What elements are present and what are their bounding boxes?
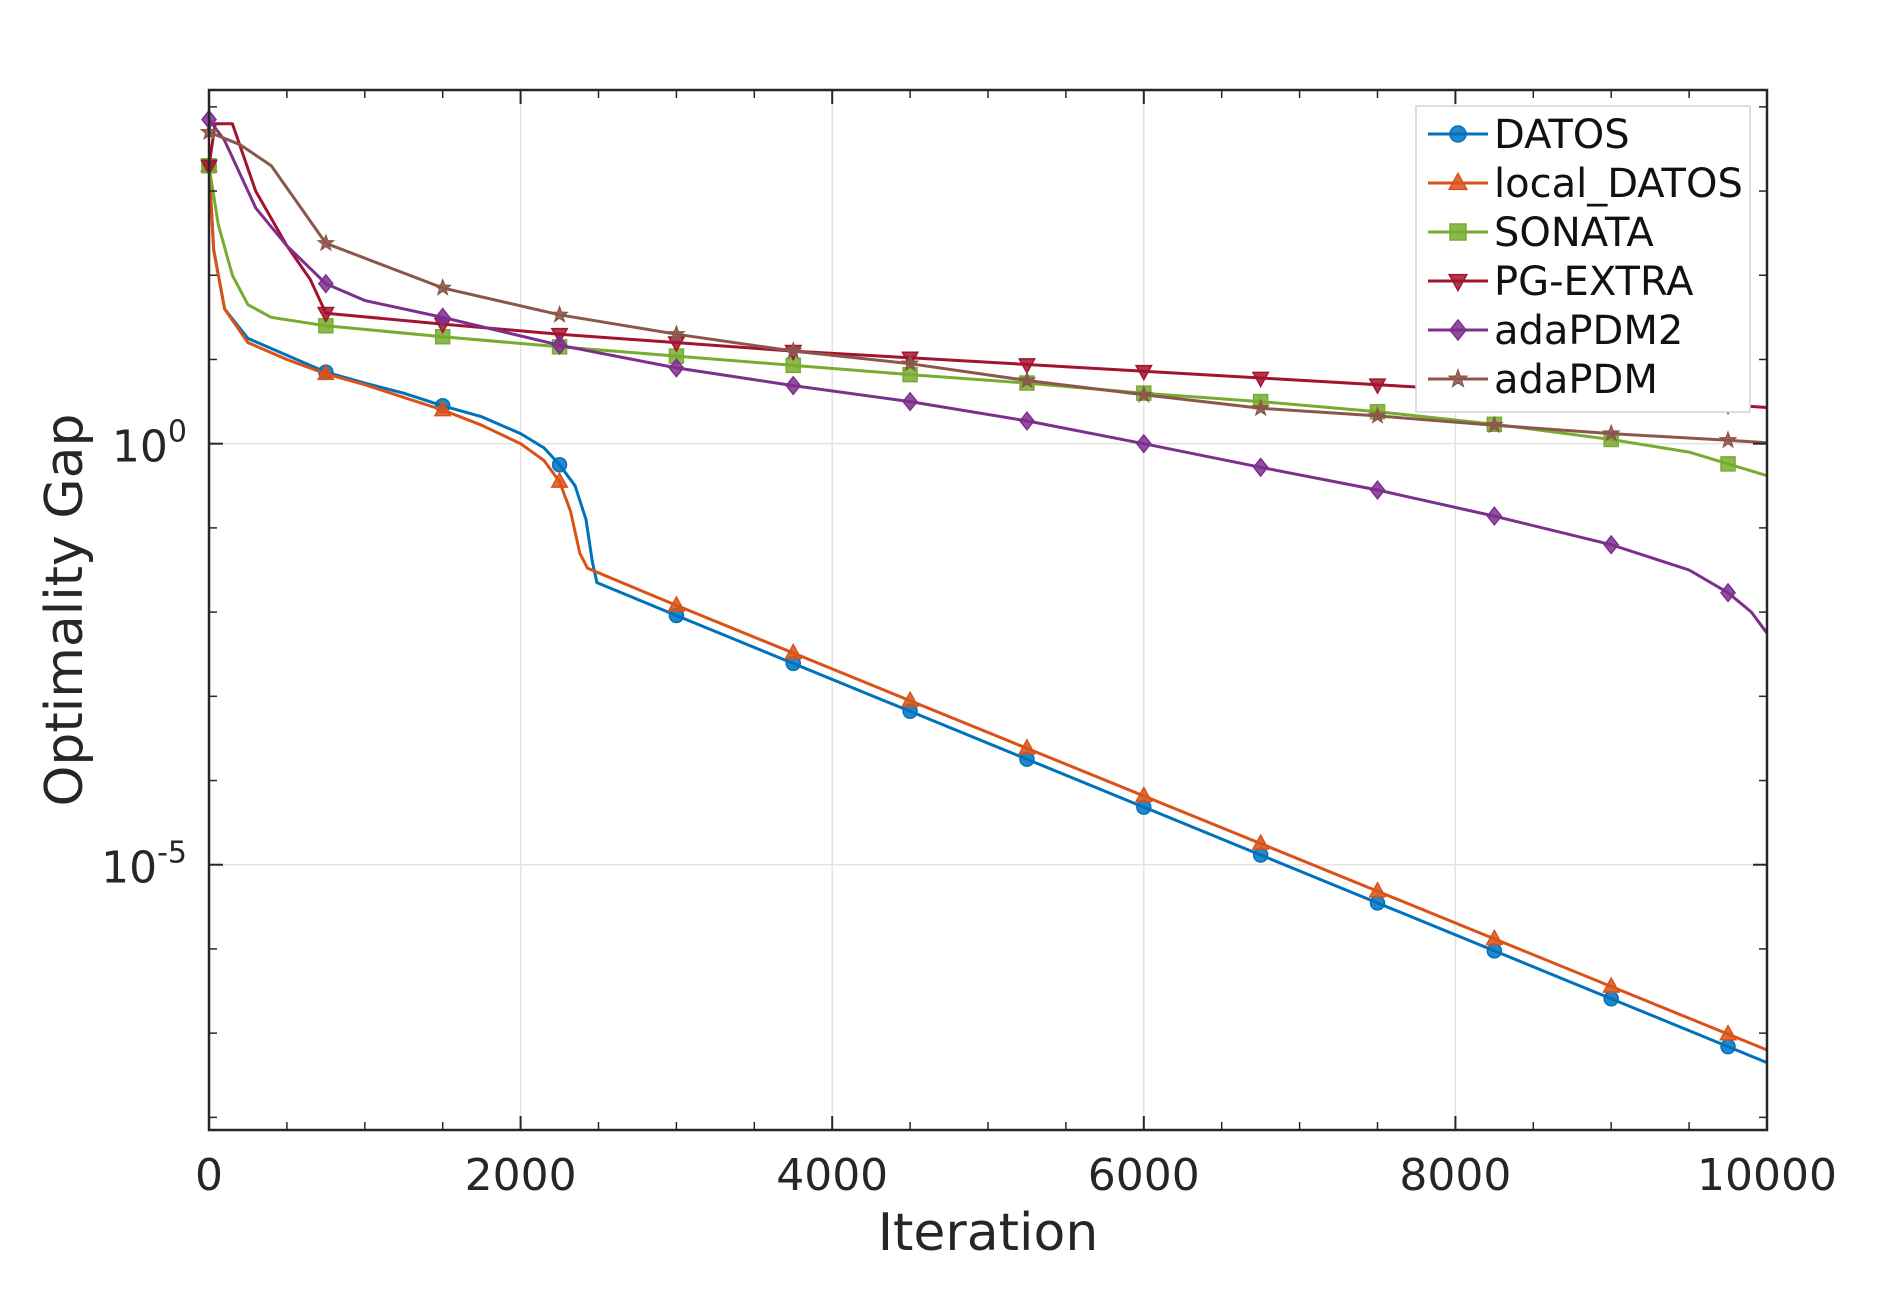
series-line-local-datos bbox=[207, 165, 1768, 1052]
legend-label-adapdm: adaPDM bbox=[1494, 357, 1658, 403]
x-tick-label: 6000 bbox=[1088, 1150, 1200, 1201]
x-tick-label: 0 bbox=[195, 1150, 223, 1201]
marker-adapdm2 bbox=[1252, 457, 1269, 478]
marker-local-datos bbox=[1134, 785, 1153, 803]
marker-local-datos bbox=[1251, 833, 1270, 850]
marker-datos bbox=[551, 456, 568, 473]
legend-item-adapdm2: adaPDM2 bbox=[1428, 308, 1683, 354]
marker-adapdm bbox=[900, 353, 920, 372]
x-tick-label: 8000 bbox=[1399, 1150, 1511, 1201]
marker-datos bbox=[1486, 943, 1503, 959]
legend-marker-datos bbox=[1449, 125, 1467, 143]
legend-item-sonata: SONATA bbox=[1428, 210, 1654, 256]
legend-label-local-datos: local_DATOS bbox=[1494, 161, 1743, 207]
marker-adapdm bbox=[550, 304, 570, 323]
legend-label-adapdm2: adaPDM2 bbox=[1494, 308, 1683, 354]
legend-marker-sonata bbox=[1449, 223, 1467, 241]
legend-label-pg-extra: PG-EXTRA bbox=[1494, 259, 1694, 305]
marker-pg-extra bbox=[1017, 358, 1036, 375]
marker-adapdm2 bbox=[1603, 534, 1620, 555]
legend-marker-local-datos bbox=[1447, 171, 1469, 191]
legend: DATOSlocal_DATOSSONATAPG-EXTRAadaPDM2ada… bbox=[1415, 105, 1751, 413]
marker-local-datos bbox=[784, 643, 803, 660]
marker-adapdm bbox=[1017, 370, 1037, 389]
marker-pg-extra bbox=[1134, 364, 1153, 382]
marker-adapdm bbox=[433, 278, 453, 296]
legend-marker-adapdm bbox=[1447, 367, 1469, 388]
series-datos bbox=[201, 158, 1768, 1064]
x-tick-labels: 0 2000 4000 6000 8000 10000 bbox=[195, 1150, 1837, 1201]
marker-datos bbox=[1369, 895, 1386, 911]
marker-local-datos bbox=[550, 471, 569, 488]
x-tick-label: 2000 bbox=[465, 1150, 577, 1201]
legend-label-sonata: SONATA bbox=[1494, 210, 1654, 256]
y-tick-label: 100 bbox=[112, 415, 187, 473]
marker-datos bbox=[1720, 1038, 1736, 1055]
marker-adapdm bbox=[316, 233, 336, 252]
x-tick-label: 10000 bbox=[1697, 1150, 1837, 1201]
marker-local-datos bbox=[1485, 928, 1504, 946]
marker-adapdm bbox=[1484, 415, 1504, 434]
marker-adapdm2 bbox=[1018, 410, 1035, 431]
y-tick-label: 10-5 bbox=[101, 836, 187, 894]
marker-adapdm bbox=[1368, 406, 1387, 424]
marker-adapdm2 bbox=[902, 391, 919, 412]
series-line-datos bbox=[207, 165, 1768, 1064]
legend-box bbox=[1415, 105, 1751, 413]
legend-item-datos: DATOS bbox=[1428, 112, 1630, 158]
y-tick-base: 10 bbox=[101, 843, 157, 894]
marker-adapdm2 bbox=[1369, 480, 1386, 500]
marker-pg-extra bbox=[1368, 378, 1387, 395]
legend-label-datos: DATOS bbox=[1494, 112, 1630, 158]
marker-adapdm2 bbox=[1486, 506, 1503, 527]
legend-marker-pg-extra bbox=[1447, 273, 1469, 293]
marker-local-datos bbox=[316, 363, 335, 381]
legend-item-adapdm: adaPDM bbox=[1428, 357, 1658, 403]
marker-adapdm bbox=[783, 341, 803, 360]
axis-ticks bbox=[208, 90, 1768, 1130]
marker-pg-extra bbox=[316, 306, 335, 324]
marker-datos bbox=[1252, 847, 1269, 863]
marker-pg-extra bbox=[1251, 371, 1270, 388]
y-tick-base: 10 bbox=[112, 422, 168, 473]
marker-local-datos bbox=[901, 690, 920, 707]
marker-datos bbox=[1603, 991, 1619, 1007]
legend-item-local-datos: local_DATOS bbox=[1428, 161, 1743, 207]
x-tick-label: 4000 bbox=[776, 1150, 888, 1201]
marker-local-datos bbox=[1719, 1024, 1738, 1041]
y-tick-exponent: 0 bbox=[168, 415, 187, 450]
marker-adapdm2 bbox=[1720, 582, 1737, 603]
marker-adapdm2 bbox=[668, 357, 685, 378]
marker-local-datos bbox=[433, 400, 452, 417]
marker-adapdm2 bbox=[1135, 433, 1152, 454]
series-adapdm2 bbox=[201, 109, 1769, 635]
marker-adapdm bbox=[1601, 423, 1621, 442]
marker-adapdm2 bbox=[785, 375, 802, 396]
x-axis-title: Iteration bbox=[878, 1203, 1099, 1263]
legend-marker-adapdm2 bbox=[1449, 318, 1467, 342]
marker-adapdm2 bbox=[434, 307, 451, 328]
marker-adapdm2 bbox=[317, 273, 334, 294]
marker-adapdm2 bbox=[551, 335, 568, 356]
series-local-datos bbox=[200, 155, 1768, 1052]
series-layer bbox=[199, 109, 1769, 1064]
marker-adapdm bbox=[1251, 398, 1271, 417]
marker-adapdm bbox=[666, 324, 686, 343]
marker-local-datos bbox=[1017, 738, 1036, 755]
y-tick-exponent: -5 bbox=[157, 836, 187, 871]
marker-sonata bbox=[1720, 456, 1736, 472]
y-axis-title: Optimality Gap bbox=[35, 413, 95, 806]
marker-adapdm bbox=[1134, 384, 1154, 403]
marker-local-datos bbox=[1368, 881, 1387, 898]
marker-local-datos bbox=[667, 595, 686, 612]
legend-item-pg-extra: PG-EXTRA bbox=[1428, 259, 1694, 305]
marker-local-datos bbox=[1602, 976, 1621, 993]
marker-adapdm bbox=[1718, 430, 1738, 449]
